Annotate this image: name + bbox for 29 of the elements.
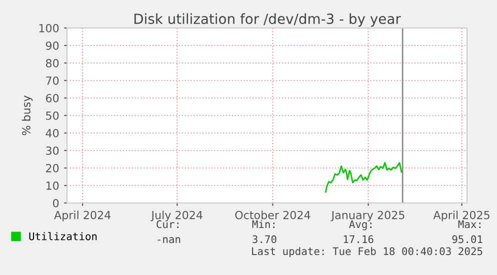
y-tick-label: 0 (53, 198, 59, 208)
x-tick-label: April 2024 (54, 210, 111, 222)
y-tick-label: 80 (46, 58, 59, 68)
y-tick-label: 30 (46, 146, 59, 155)
y-tick-label: 60 (46, 94, 59, 102)
y-tick-label: 90 (46, 41, 59, 50)
y-tick-label: 20 (46, 164, 59, 172)
text: 95.01 (452, 235, 482, 244)
y-tick-label: 50 (46, 111, 59, 120)
text: Min: (252, 220, 274, 228)
x-tick-label: April 2025 (433, 210, 490, 222)
line-series (325, 162, 402, 193)
legend-label: Utilization (29, 232, 97, 240)
x-tick-label: October 2024 (235, 210, 310, 220)
text: Cur: (156, 220, 178, 228)
text: 3.70 (252, 235, 276, 244)
y-tick-label: 40 (46, 128, 59, 138)
text: -nan (158, 237, 180, 244)
text: Last update: Tue Feb 18 00:40:03 2025 (252, 247, 482, 258)
x-tick-label: January 2025 (330, 210, 404, 222)
x-tick-label: July 2024 (150, 210, 202, 222)
y-axis-title: % busy (22, 96, 33, 136)
chart-title: Disk utilization for /dev/dm-3 - by year (134, 13, 401, 27)
y-tick-label: 70 (46, 76, 59, 85)
y-tick-label: 10 (46, 181, 59, 190)
text: Avg: (349, 220, 372, 230)
text: 17.16 (344, 235, 374, 244)
text: Max: (458, 220, 480, 228)
y-tick-label: 100 (39, 24, 59, 32)
